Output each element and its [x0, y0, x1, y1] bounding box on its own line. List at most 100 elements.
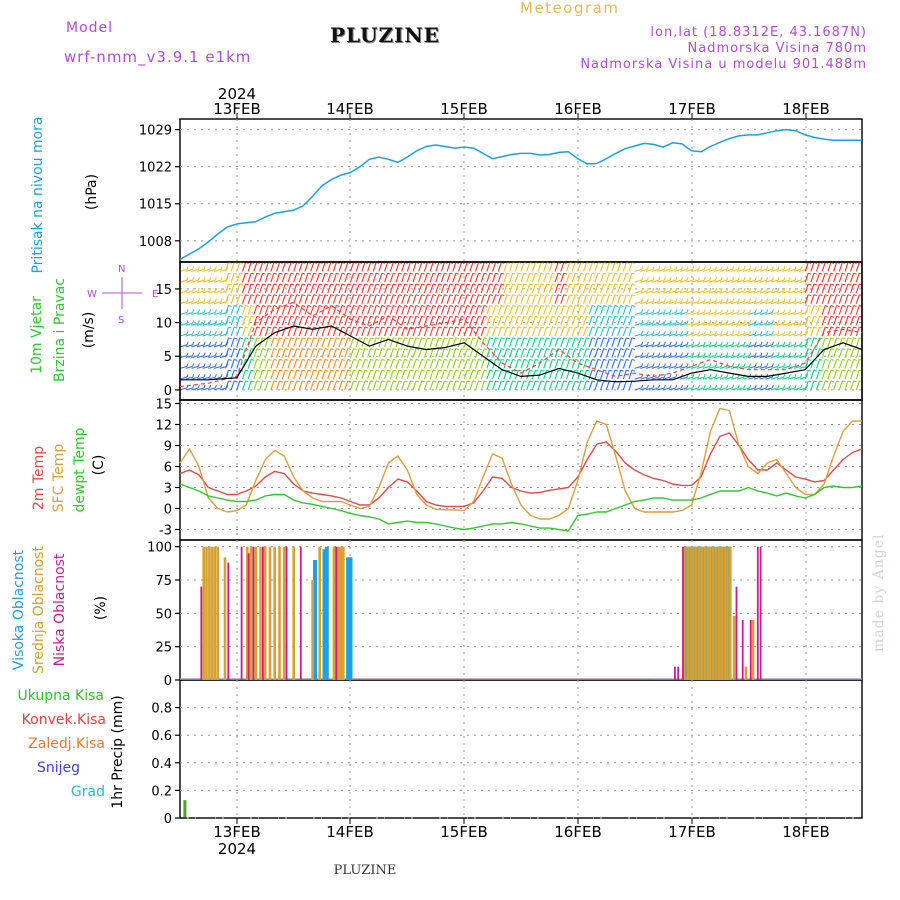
wind-barb-flag — [535, 348, 539, 351]
wind-barb-flag — [652, 266, 655, 270]
wind-barb-flag — [512, 283, 516, 286]
wind-barb — [304, 294, 309, 304]
wind-barb — [361, 359, 366, 369]
wind-barb-flag — [313, 272, 317, 275]
wind-barb — [349, 359, 355, 369]
wind-barb — [628, 369, 633, 380]
wind-barb-flag — [675, 298, 678, 302]
wind-barb-flag — [836, 358, 840, 361]
wind-barb — [332, 262, 337, 272]
wind-barb-flag — [398, 380, 403, 383]
wind-barb-flag — [381, 315, 386, 318]
wind-barb — [412, 262, 417, 272]
wind-barb-flag — [501, 358, 505, 361]
wind-barb-flag — [214, 373, 217, 378]
wind-barb-flag — [681, 298, 683, 302]
wind-barb-flag — [732, 320, 735, 324]
wind-barb-flag — [686, 363, 689, 367]
wind-barb — [526, 359, 531, 369]
wind-barb-flag — [743, 266, 746, 270]
wind-barb-flag — [203, 277, 206, 281]
wind-barb-flag — [808, 380, 812, 383]
wind-barb — [469, 316, 474, 326]
wind-barb — [736, 355, 745, 359]
wind-barb — [736, 311, 745, 316]
wind-barb-flag — [836, 305, 840, 307]
wind-barb-flag — [703, 363, 706, 367]
wind-barb-flag — [220, 384, 223, 389]
wind-barb — [753, 387, 762, 391]
wind-barb-flag — [214, 266, 217, 270]
temp-2m-line — [179, 432, 863, 508]
wind-barb — [657, 365, 665, 369]
cloud-mid-bar — [729, 546, 732, 680]
wind-barb-flag — [467, 272, 471, 275]
cloud-mid-bar — [732, 616, 736, 680]
wind-barb — [577, 294, 582, 304]
pressure-ytick-label: 1022 — [139, 161, 172, 176]
wind-barb-flag — [749, 320, 752, 324]
cloud-low-bar — [756, 546, 759, 680]
wind-barb — [452, 305, 457, 315]
wind-barb — [480, 305, 485, 315]
wind-barb — [514, 337, 519, 347]
wind-barb-flag — [239, 348, 243, 351]
wind-barb-flag — [438, 380, 442, 383]
wind-barb-flag — [398, 305, 403, 307]
wind-barb — [815, 262, 821, 272]
wind-barb-flag — [771, 363, 774, 367]
wind-barb — [224, 380, 230, 391]
wind-barb-flag — [709, 266, 712, 270]
wind-barb-flag — [603, 369, 607, 372]
wind-barb-flag — [341, 305, 346, 307]
wind-barb-flag — [523, 305, 528, 307]
wind-barb-flag — [404, 369, 408, 372]
wind-barb — [480, 369, 485, 380]
wind-barb — [691, 268, 699, 272]
wind-barb-flag — [478, 348, 482, 351]
wind-barb — [554, 359, 559, 369]
wind-barb-flag — [234, 305, 238, 307]
wind-barb-flag — [324, 315, 329, 318]
wind-barb-flag — [347, 380, 351, 383]
wind-barb — [617, 359, 622, 369]
wind-barb — [230, 305, 235, 315]
wind-barb — [281, 369, 286, 380]
wind-barb — [452, 273, 457, 283]
wind-barb — [259, 326, 264, 337]
wind-barb — [679, 311, 688, 316]
wind-barb — [315, 316, 320, 326]
wind-barb-flag — [754, 330, 757, 335]
wind-barb-flag — [268, 337, 272, 340]
wind-barb — [236, 359, 241, 369]
wind-barb — [731, 279, 739, 283]
wind-barb-flag — [341, 272, 346, 275]
wind-barb-flag — [319, 348, 323, 351]
wind-barb-flag — [749, 266, 752, 270]
wind-barb-flag — [273, 283, 278, 286]
wind-barb-flag — [239, 380, 243, 383]
wind-barb — [577, 337, 582, 347]
wind-barb — [253, 316, 258, 326]
wind-barb — [406, 294, 411, 304]
wind-barb — [742, 268, 750, 272]
wind-barb-flag — [239, 283, 243, 286]
wind-barb — [423, 273, 428, 283]
wind-barb — [634, 268, 642, 272]
wind-barb — [611, 316, 616, 326]
wind-barb — [315, 359, 320, 369]
wind-barb-flag — [214, 384, 217, 389]
wind-barb-flag — [296, 369, 300, 372]
wind-barb — [236, 380, 241, 391]
wind-barb — [480, 294, 485, 304]
wind-barb-flag — [186, 330, 189, 335]
wind-barb — [367, 316, 372, 326]
wind-barb-flag — [771, 287, 774, 292]
wind-barb — [571, 283, 576, 294]
wind-barb-flag — [186, 363, 189, 367]
wind-barb-flag — [847, 337, 852, 340]
wind-barb — [622, 380, 627, 391]
elevation-label: Nadmorska Visina 780m — [687, 41, 867, 56]
wind-barb-flag — [523, 380, 528, 383]
wind-barb-flag — [788, 320, 791, 324]
